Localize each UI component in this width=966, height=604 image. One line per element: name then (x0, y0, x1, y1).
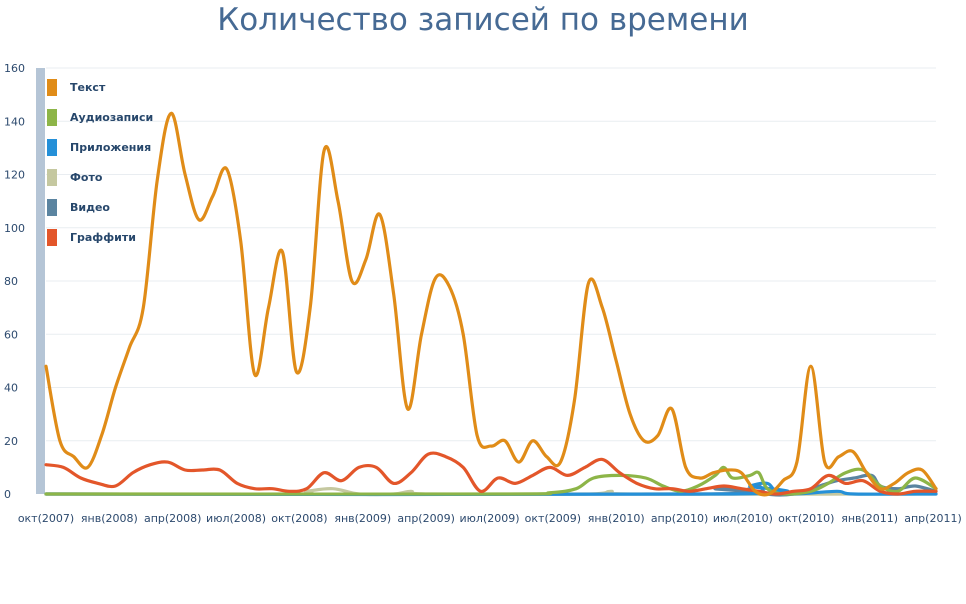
legend-label: Аудиозаписи (70, 111, 153, 124)
y-tick-label: 0 (4, 488, 11, 501)
y-axis-ticks: 0 20 40 60 80 100 120 140 160 (4, 62, 25, 501)
y-axis-scrollbar[interactable] (36, 68, 45, 494)
series-line-6 (44, 451, 938, 496)
series-line-2 (44, 465, 938, 496)
x-tick-label: июл(2009) (459, 512, 519, 525)
legend-swatch (47, 139, 57, 156)
y-tick-label: 60 (4, 328, 18, 341)
legend-label: Граффити (70, 231, 136, 244)
y-tick-label: 120 (4, 169, 25, 182)
legend: Текст Аудиозаписи Приложения Фото Видео Графф… (47, 79, 153, 246)
x-tick-label: апр(2010) (651, 512, 709, 525)
x-tick-label: апр(2009) (397, 512, 455, 525)
x-tick-label: апр(2011) (904, 512, 962, 525)
x-tick-label: окт(2008) (271, 512, 327, 525)
chart-title: Количество записей по времени (217, 2, 749, 38)
x-tick-label: янв(2010) (588, 512, 645, 525)
y-tick-label: 100 (4, 222, 25, 235)
legend-label: Текст (70, 81, 106, 94)
legend-swatch (47, 169, 57, 186)
legend-label: Видео (70, 201, 110, 214)
y-tick-label: 20 (4, 435, 18, 448)
y-tick-label: 160 (4, 62, 25, 75)
series-lines (44, 111, 938, 497)
x-tick-label: июл(2008) (206, 512, 266, 525)
x-tick-label: янв(2009) (334, 512, 391, 525)
legend-label: Приложения (70, 141, 151, 154)
y-tick-label: 140 (4, 115, 25, 128)
legend-swatch (47, 229, 57, 246)
series-line-1 (44, 111, 938, 497)
x-axis-ticks: окт(2007) янв(2008) апр(2008) июл(2008) окт(… (18, 512, 962, 525)
x-tick-label: июл(2010) (713, 512, 773, 525)
x-tick-label: апр(2008) (144, 512, 202, 525)
x-tick-label: окт(2007) (18, 512, 74, 525)
x-tick-label: янв(2008) (81, 512, 138, 525)
legend-swatch (47, 199, 57, 216)
legend-label: Фото (70, 171, 103, 184)
legend-swatch (47, 79, 57, 96)
y-tick-label: 80 (4, 275, 18, 288)
legend-swatch (47, 109, 57, 126)
y-tick-label: 40 (4, 382, 18, 395)
x-tick-label: янв(2011) (841, 512, 898, 525)
x-tick-label: окт(2009) (525, 512, 581, 525)
x-tick-label: окт(2010) (778, 512, 834, 525)
